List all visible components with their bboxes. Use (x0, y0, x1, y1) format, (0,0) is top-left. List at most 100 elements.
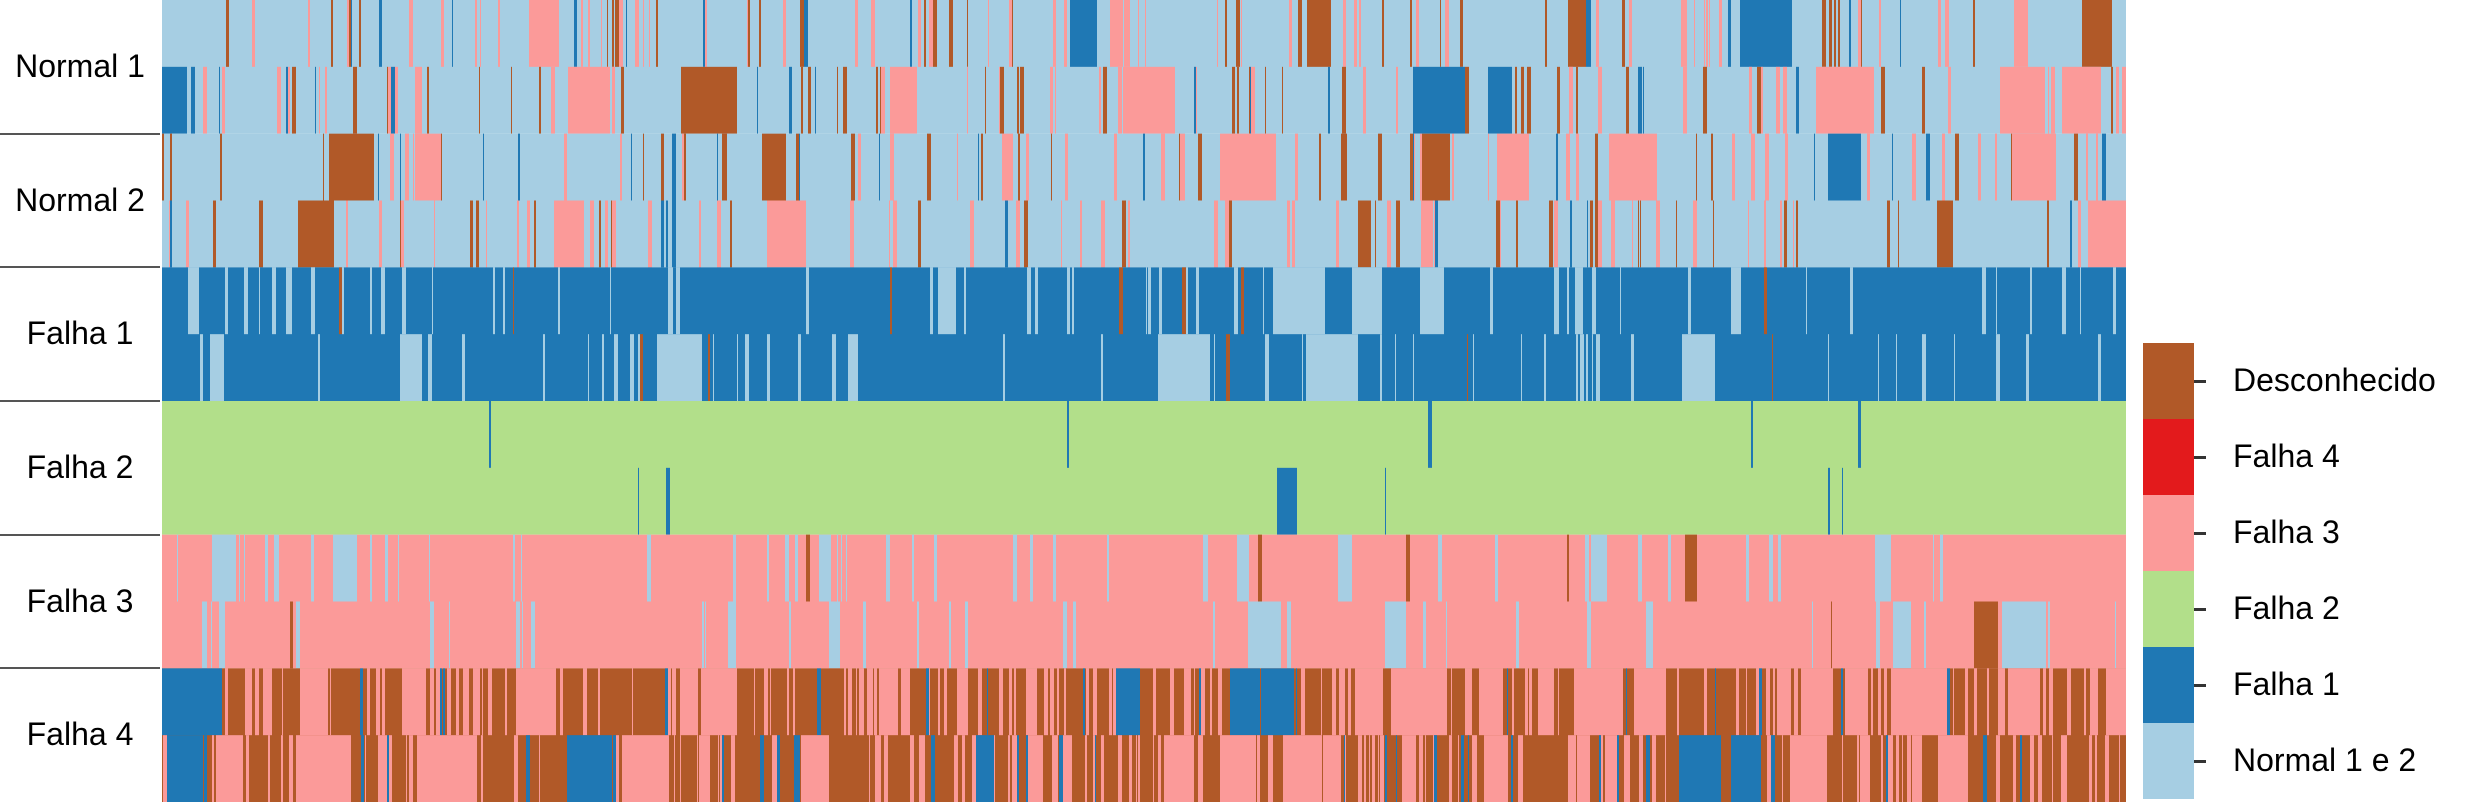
heatmap-cell (1422, 133, 1450, 201)
heatmap-cell (1416, 0, 1417, 67)
heatmap-cell (2043, 668, 2046, 736)
heatmap-cell (1549, 200, 1553, 268)
heatmap-cell (1250, 66, 1251, 134)
heatmap-cell (1065, 735, 1069, 802)
heatmap-cell (1012, 735, 1015, 802)
heatmap-cell (1292, 200, 1295, 268)
heatmap-cell (1138, 735, 1140, 802)
heatmap-cell (480, 0, 481, 67)
heatmap-cell (1041, 735, 1043, 802)
heatmap-cell (1834, 0, 1836, 67)
heatmap-cell (1576, 66, 1578, 134)
heatmap-cell (482, 668, 483, 736)
heatmap-cell (640, 334, 643, 401)
heatmap-cell (1757, 66, 1761, 134)
heatmap-cell (1320, 735, 1322, 802)
heatmap-cell (1446, 601, 1447, 669)
heatmap-cell (767, 534, 769, 602)
heatmap-cell (475, 0, 477, 67)
heatmap-cell (1158, 735, 1161, 802)
heatmap-cell (938, 668, 940, 736)
heatmap-cell (225, 668, 228, 736)
heatmap-cell (441, 133, 442, 201)
heatmap-cell (1461, 735, 1464, 802)
heatmap-cell (1898, 200, 1899, 268)
heatmap-cell (389, 735, 392, 802)
heatmap-cell (1569, 66, 1573, 134)
heatmap-cell (473, 668, 477, 736)
heatmap-cell (1184, 668, 1185, 736)
heatmap-cell (1180, 133, 1184, 201)
heatmap-cell (1886, 735, 1888, 802)
heatmap-cell (413, 133, 414, 201)
heatmap-cell (1063, 601, 1067, 669)
heatmap-cell (1679, 735, 1721, 802)
heatmap-cell (2002, 601, 2046, 669)
heatmap-cell (1434, 200, 1435, 268)
heatmap-cell (219, 66, 220, 134)
heatmap-cell (1380, 334, 1382, 401)
heatmap-cell (1124, 0, 1130, 67)
heatmap-cell (1626, 735, 1630, 802)
heatmap-cell (272, 267, 276, 335)
heatmap-cell (1878, 668, 1881, 736)
heatmap-cell (2111, 66, 2113, 134)
heatmap-cell (1230, 668, 1260, 736)
heatmap-cell (1213, 601, 1215, 669)
heatmap-cell (387, 735, 389, 802)
heatmap-cell (1728, 0, 1731, 67)
heatmap-cell (1479, 668, 1503, 736)
heatmap-cell (1009, 0, 1010, 67)
heatmap-cell (1467, 334, 1468, 401)
heatmap-cell (994, 735, 995, 802)
heatmap-cell (672, 133, 676, 201)
heatmap-cell (1263, 267, 1264, 335)
heatmap-cell (2047, 200, 2049, 268)
heatmap-cell (1629, 0, 1632, 67)
heatmap-cell (1026, 668, 1037, 736)
heatmap-cell (1751, 401, 1753, 468)
heatmap-cell (869, 668, 873, 736)
heatmap-cell (1974, 668, 1977, 736)
heatmap-cell (342, 267, 344, 335)
heatmap-cell (378, 735, 379, 802)
heatmap-cell (1413, 66, 1465, 134)
heatmap-cell (684, 133, 686, 201)
heatmap-cell (949, 601, 951, 669)
heatmap-cell (470, 200, 473, 268)
heatmap-cell (1055, 66, 1056, 134)
heatmap-cell (944, 668, 947, 736)
heatmap-cell (680, 735, 681, 802)
heatmap-cell (1131, 735, 1132, 802)
heatmap-cell (1435, 200, 1438, 268)
heatmap-cell (1484, 735, 1508, 802)
heatmap-cell (1468, 735, 1469, 802)
heatmap-cell (787, 668, 789, 736)
heatmap-cell (534, 200, 536, 268)
heatmap-cell (874, 668, 877, 736)
heatmap-cell (657, 334, 702, 401)
heatmap-cell (1907, 735, 1910, 802)
heatmap-cell (213, 200, 216, 268)
heatmap-cell (177, 534, 178, 602)
heatmap-cell (2067, 668, 2071, 736)
heatmap-cell (1879, 0, 1881, 67)
heatmap-cell (2051, 66, 2055, 134)
heatmap-cell (1030, 534, 1033, 602)
heatmap-cell (193, 66, 195, 134)
heatmap-cell (981, 133, 983, 201)
heatmap-cell (1511, 735, 1513, 802)
heatmap-cell (767, 334, 770, 401)
heatmap-cell (2061, 735, 2063, 802)
heatmap-cell (211, 601, 212, 669)
heatmap-cell (848, 668, 852, 736)
heatmap-cell (2088, 200, 2126, 268)
heatmap-cell (1306, 334, 1358, 401)
heatmap-cell (2049, 668, 2053, 736)
heatmap-cell (605, 200, 608, 268)
heatmap-cell (390, 133, 394, 201)
heatmap-cell (1783, 66, 1787, 134)
legend-label: Normal 1 e 2 (2233, 742, 2417, 778)
heatmap-cell (926, 668, 929, 736)
heatmap-cell (1338, 534, 1352, 602)
